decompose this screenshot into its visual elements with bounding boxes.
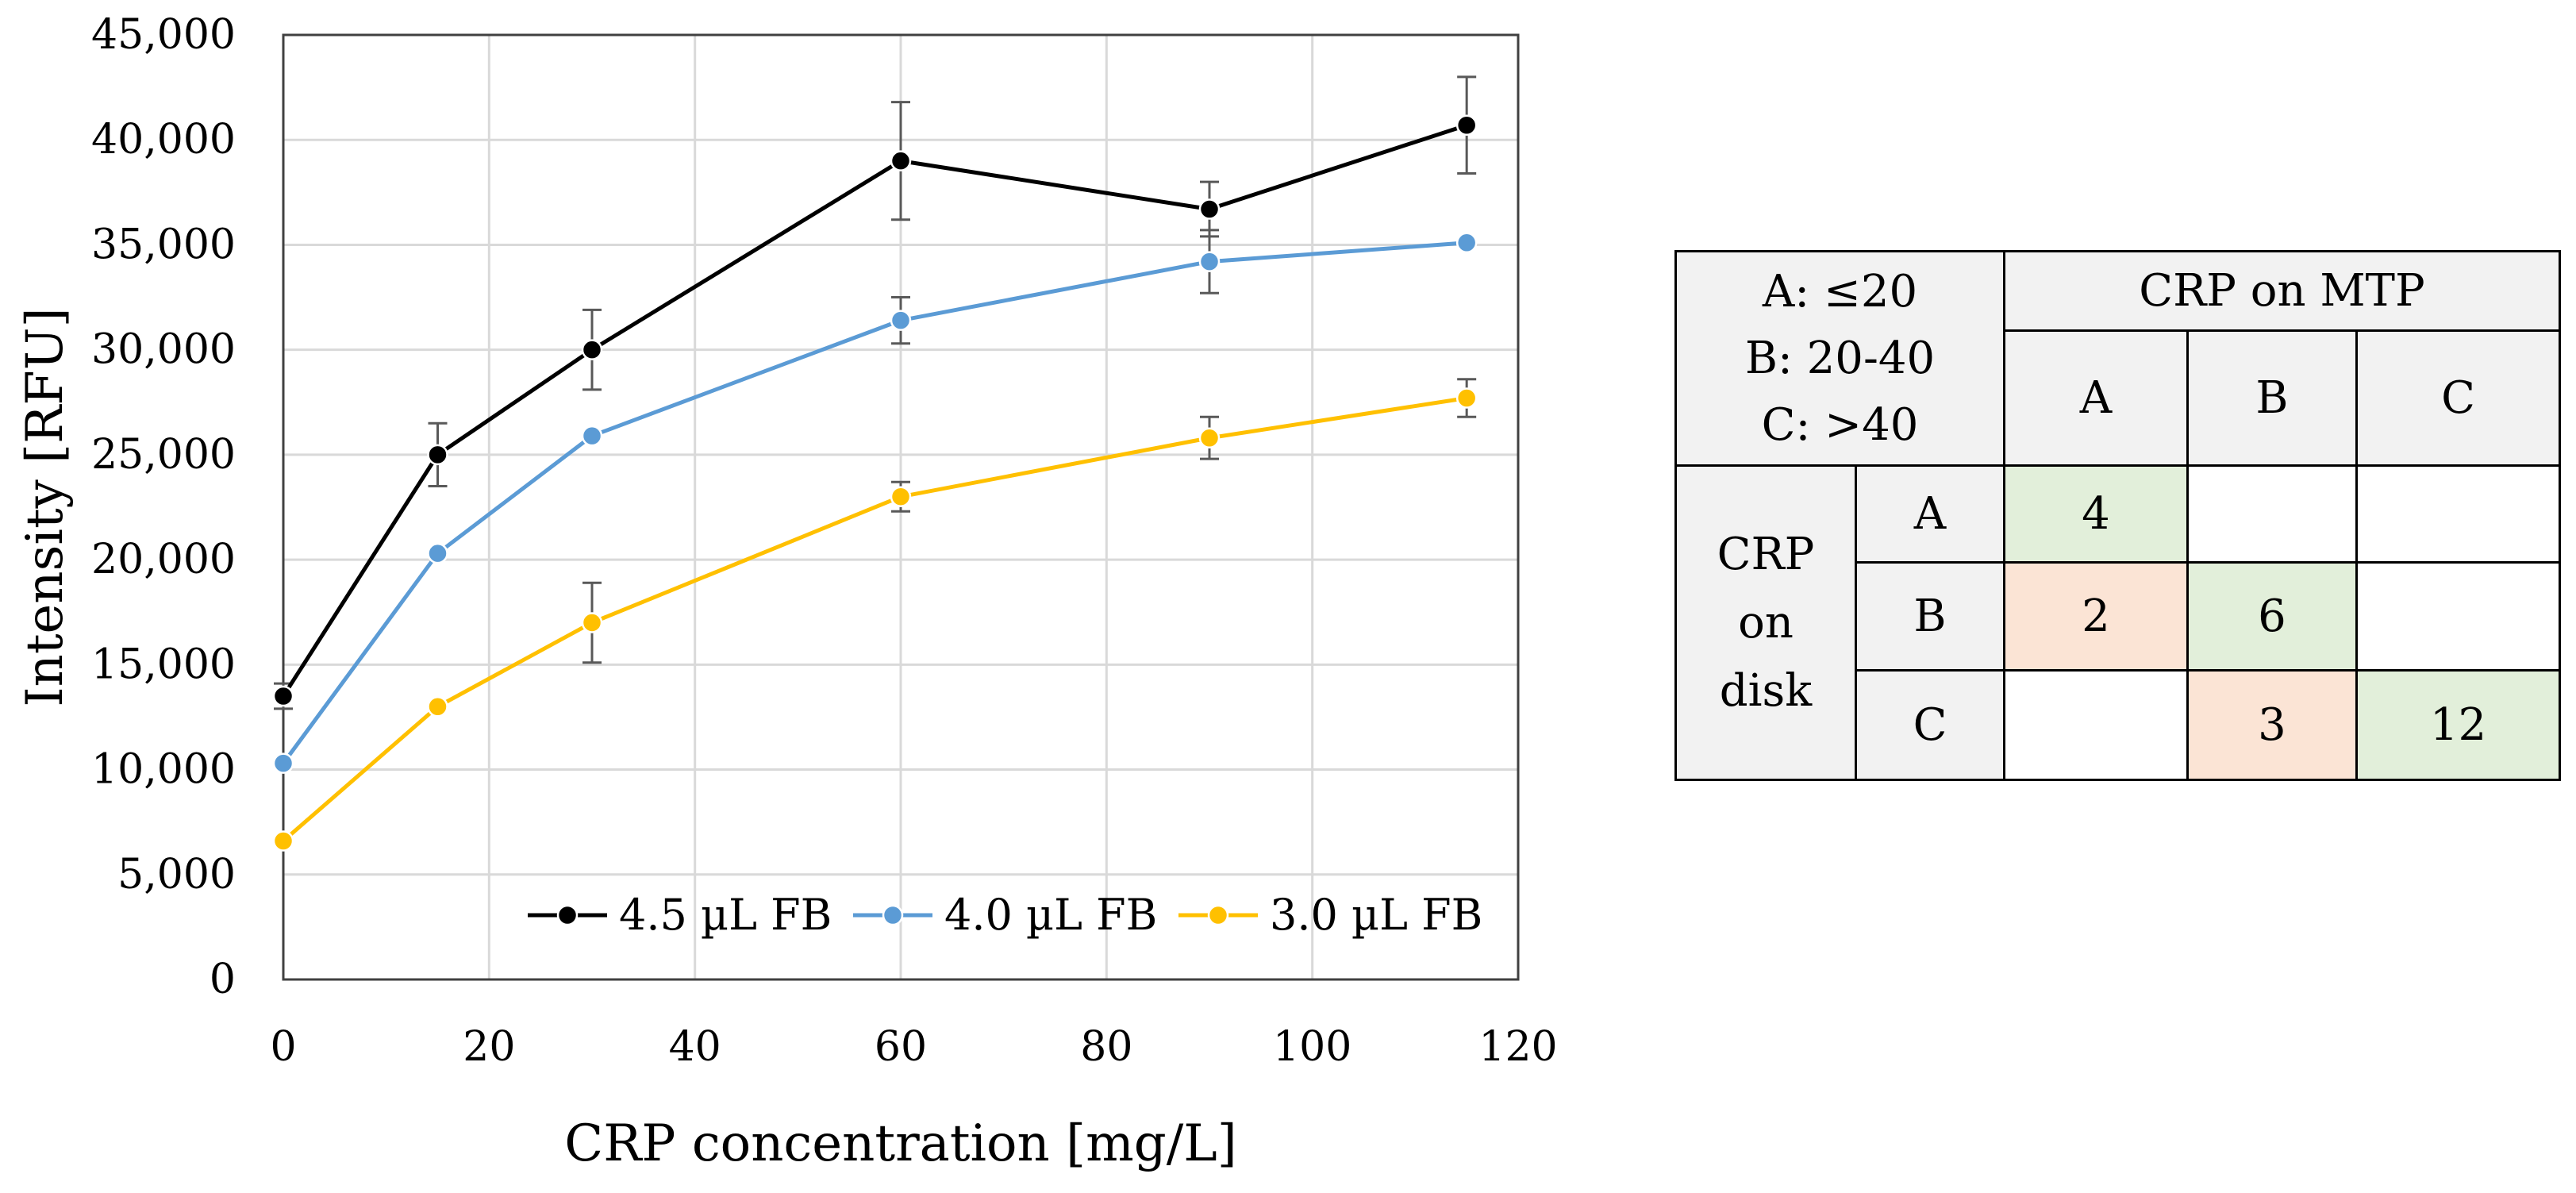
x-tick-label: 20	[463, 1023, 515, 1071]
series-line-2	[281, 241, 1467, 765]
cell-b-b: 6	[2186, 561, 2358, 672]
range-key-b: B: 20-40	[1744, 332, 1936, 384]
data-point	[581, 425, 603, 447]
series-points	[272, 114, 1478, 852]
range-key-a: A: ≤20	[1762, 265, 1918, 317]
data-point	[427, 444, 448, 466]
legend-label-3: 3.0 µL FB	[1270, 890, 1482, 940]
cell-c-c: 12	[2355, 669, 2561, 781]
y-axis-label: Intensity [RFU]	[16, 307, 75, 706]
x-tick-labels: 0 20 40 60 80 100 120	[270, 1023, 1557, 1071]
column-header: CRP on MTP	[2003, 250, 2561, 332]
series-line-3	[282, 396, 1467, 843]
y-tick-labels: 0 5,000 10,000 15,000 20,000 25,000 30,000 35,0…	[91, 11, 236, 1003]
data-point	[1455, 232, 1478, 254]
cell-c-b: 3	[2186, 669, 2358, 781]
series-line-1	[281, 123, 1467, 698]
crp-comparison-matrix: A: ≤20 B: 20-40 C: >40 CRP on MTP A B C …	[1674, 250, 2561, 781]
legend-marker-1	[556, 904, 579, 926]
range-key-cell: A: ≤20 B: 20-40 C: >40	[1674, 250, 2005, 467]
legend-marker-2	[882, 904, 904, 926]
column-label-c: C	[2355, 329, 2561, 467]
y-tick-label: 0	[210, 956, 236, 1003]
data-point	[272, 752, 294, 774]
y-tick-label: 15,000	[91, 641, 236, 688]
y-tick-label: 20,000	[91, 536, 236, 583]
column-label-a: A	[2003, 329, 2189, 467]
row-label-c: C	[1855, 669, 2005, 781]
cell-a-c	[2355, 464, 2561, 564]
y-tick-label: 30,000	[91, 326, 236, 374]
row-header-line-1: CRP	[1717, 528, 1815, 580]
x-tick-label: 120	[1478, 1023, 1557, 1071]
cell-b-c	[2355, 561, 2561, 672]
cell-a-a: 4	[2003, 464, 2189, 564]
y-tick-label: 25,000	[91, 431, 236, 479]
legend-marker-3	[1207, 904, 1229, 926]
data-point	[272, 685, 294, 707]
data-point	[1198, 427, 1221, 448]
row-label-a: A	[1855, 464, 2005, 564]
y-tick-label: 5,000	[117, 851, 236, 899]
column-label-b: B	[2186, 329, 2358, 467]
data-point	[427, 695, 448, 718]
x-tick-label: 100	[1273, 1023, 1351, 1071]
row-header-line-3: disk	[1719, 664, 1813, 717]
range-key-c: C: >40	[1761, 398, 1919, 451]
x-tick-label: 0	[270, 1023, 296, 1071]
data-point	[1198, 251, 1221, 272]
plot-area-frame	[282, 33, 1520, 981]
data-point	[581, 339, 603, 360]
data-point	[890, 150, 912, 171]
x-axis-label: CRP concentration [mg/L]	[564, 1114, 1237, 1173]
data-point	[1455, 114, 1478, 136]
cell-a-b	[2186, 464, 2358, 564]
x-tick-label: 40	[669, 1023, 721, 1071]
chart-legend: 4.5 µL FB 4.0 µL FB 3.0 µL FB	[528, 890, 1482, 940]
cell-b-a: 2	[2003, 561, 2189, 672]
data-point	[1198, 198, 1221, 220]
data-point	[427, 542, 448, 564]
data-point	[890, 486, 912, 508]
series-lines	[281, 123, 1467, 843]
data-point	[890, 310, 912, 331]
y-tick-label: 10,000	[91, 746, 236, 794]
data-point	[581, 612, 603, 633]
x-tick-label: 80	[1080, 1023, 1132, 1071]
row-header: CRP on disk	[1674, 464, 1857, 781]
line-chart: 0 5,000 10,000 15,000 20,000 25,000 30,000 35,0…	[16, 11, 1558, 1173]
legend-label-2: 4.0 µL FB	[944, 890, 1157, 940]
error-bars	[274, 75, 1477, 710]
x-tick-label: 60	[875, 1023, 927, 1071]
y-tick-label: 45,000	[91, 11, 236, 59]
data-point	[272, 830, 294, 852]
y-tick-label: 40,000	[91, 116, 236, 164]
legend-label-1: 4.5 µL FB	[619, 890, 832, 940]
data-point	[1455, 387, 1478, 409]
y-tick-label: 35,000	[91, 221, 236, 268]
cell-c-a	[2003, 669, 2189, 781]
row-label-b: B	[1855, 561, 2005, 672]
row-header-line-2: on	[1738, 596, 1794, 648]
